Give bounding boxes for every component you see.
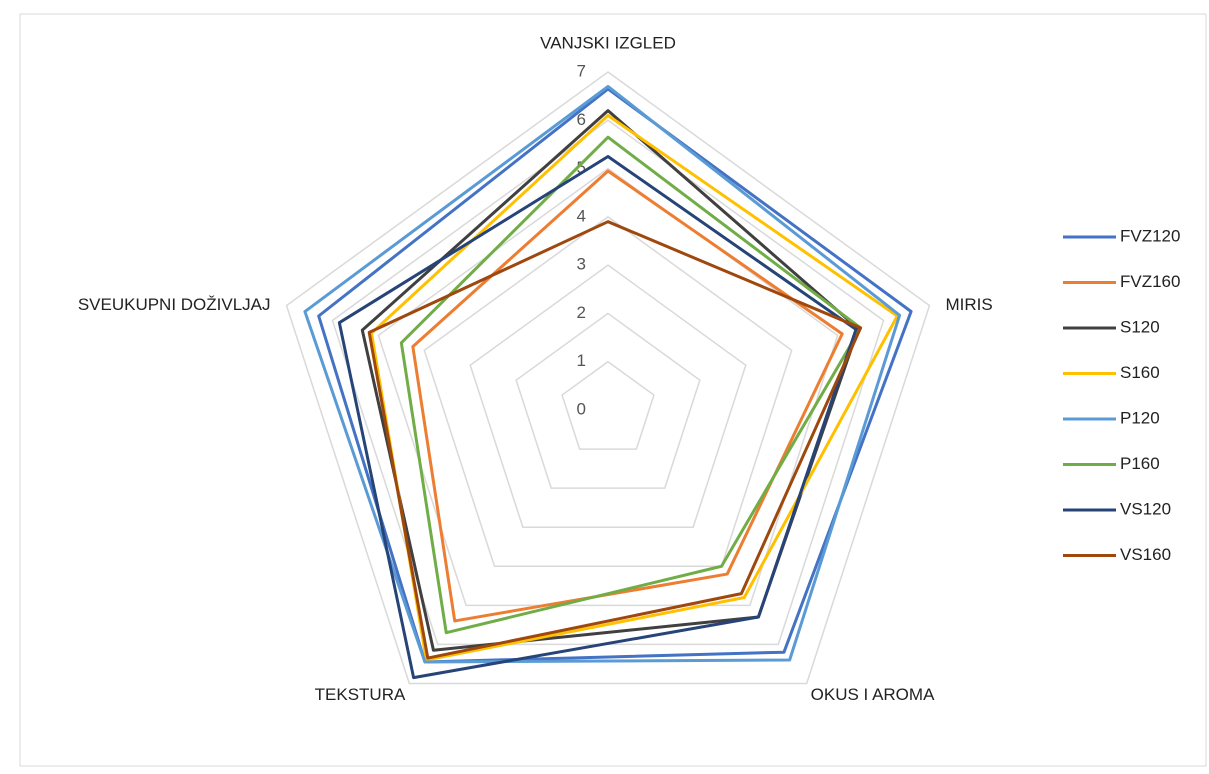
tick-label: 2: [577, 303, 586, 322]
series-line: [317, 87, 913, 664]
legend-label: S120: [1120, 317, 1160, 336]
series-line: [303, 84, 902, 664]
grid-ring: [423, 215, 793, 568]
tick-label: 3: [577, 255, 586, 274]
legend-label: FVZ160: [1120, 272, 1180, 291]
grid-ring: [377, 167, 839, 607]
chart-border: [19, 13, 1207, 767]
tick-label: 0: [577, 399, 586, 418]
legend-label: S160: [1120, 363, 1160, 382]
tick-label: 4: [577, 206, 586, 225]
series-line: [337, 155, 858, 680]
legend-label: FVZ120: [1120, 226, 1180, 245]
axis-label: OKUS I AROMA: [811, 685, 935, 704]
axis-label: VANJSKI IZGLED: [540, 33, 676, 52]
tick-label: 6: [577, 110, 586, 129]
grid-ring: [469, 264, 747, 528]
axis-label: MIRIS: [945, 295, 992, 314]
legend-label: P120: [1120, 408, 1160, 427]
series-line: [360, 109, 860, 652]
legend-label: P160: [1120, 454, 1160, 473]
grid-ring: [561, 360, 655, 450]
legend-label: VS120: [1120, 499, 1171, 518]
axis-label: TEKSTURA: [315, 685, 406, 704]
axis-label: SVEUKUPNI DOŽIVLJAJ: [78, 295, 271, 314]
series-line: [369, 113, 899, 662]
grid-ring: [515, 312, 701, 489]
tick-label: 5: [577, 158, 586, 177]
legend-label: VS160: [1120, 545, 1171, 564]
series-line: [367, 220, 863, 660]
series-line: [399, 135, 863, 635]
tick-label: 1: [577, 351, 586, 370]
grid-ring: [285, 71, 931, 685]
tick-label: 7: [577, 61, 586, 80]
